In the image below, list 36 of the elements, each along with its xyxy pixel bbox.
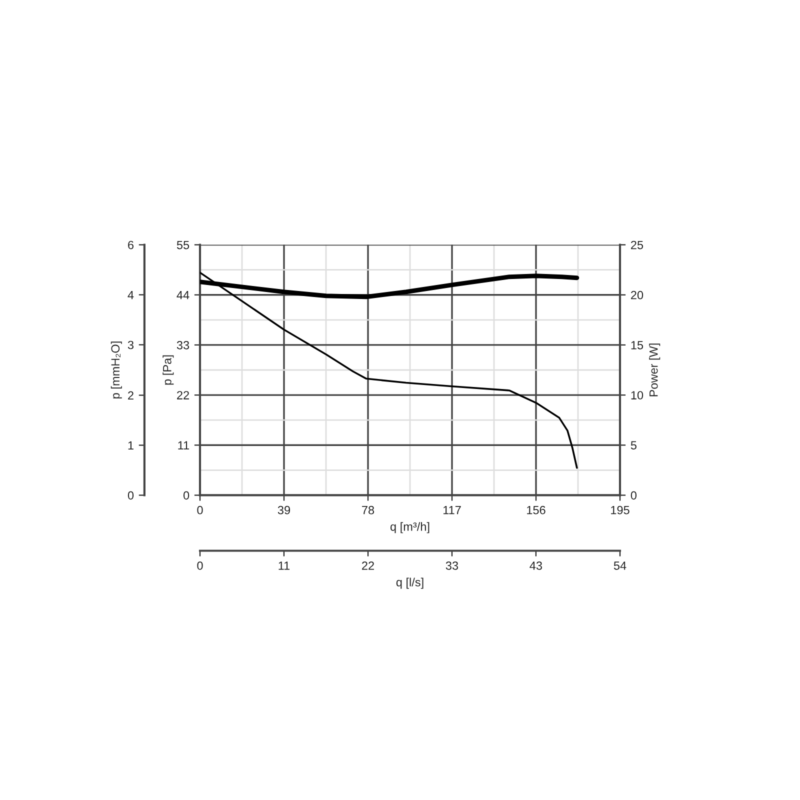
y-tick-label: 22 [177,391,189,400]
x-tick-label: 117 [443,506,461,514]
y2-tick-label: 20 [631,290,644,300]
y-tick-label: 33 [176,340,190,350]
y-tick-label: 0 [183,491,190,500]
y3-tick-label: 2 [128,391,134,400]
x2-tick-label: 0 [197,561,203,570]
x2-tick-label: 43 [530,561,542,570]
y2-tick-label: 5 [630,441,636,450]
y3-axis-title: p [mmH₂O] [110,342,122,398]
y-tick-label: 11 [178,441,190,450]
x-axis-title: q [m³/h] [390,522,430,534]
y3-tick-label: 4 [128,290,134,300]
x2-tick-label: 22 [362,561,374,570]
x-tick-label: 156 [527,506,546,514]
y3-tick-label: 1 [128,441,134,450]
x-tick-label: 39 [278,506,290,514]
y-axis-title: p [Pa] [162,355,174,385]
y-tick-label: 55 [176,240,190,250]
line-series [200,272,578,469]
y2-tick-label: 10 [631,391,644,400]
x-tick-label: 78 [362,506,374,514]
x2-tick-label: 54 [614,562,626,570]
x2-tick-label: 11 [278,562,290,570]
y-tick-label: 44 [176,291,190,300]
y2-axis-title: Power [W] [649,344,660,396]
y3-tick-label: 6 [128,240,134,250]
y3-tick-label: 3 [128,340,134,350]
x-tick-label: 0 [197,506,203,514]
x2-axis-title: q [l/s] [396,578,424,589]
y2-tick-label: 25 [631,240,644,250]
x-tick-label: 195 [611,506,630,514]
y2-tick-label: 15 [631,341,644,350]
x2-tick-label: 33 [446,561,458,570]
y3-tick-label: 0 [128,491,134,500]
y2-tick-label: 0 [630,491,637,500]
